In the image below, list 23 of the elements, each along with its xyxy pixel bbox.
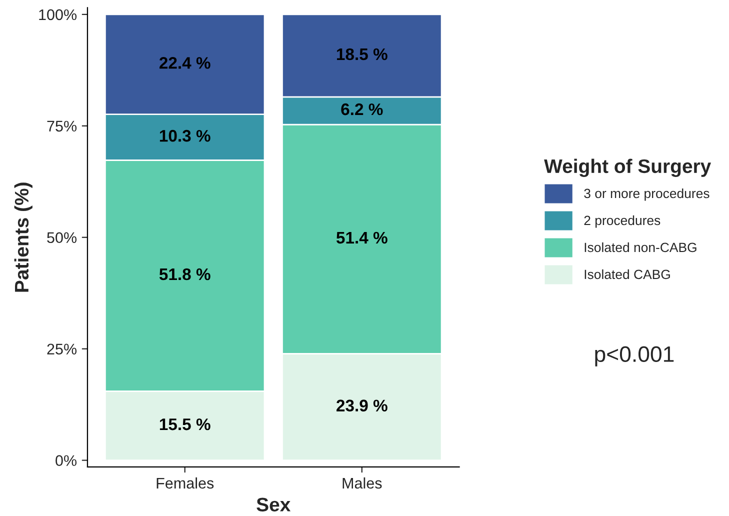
- y-tick-label: 25%: [47, 344, 77, 355]
- legend-label: Isolated CABG: [584, 269, 670, 280]
- y-tick-label: 0%: [56, 455, 77, 466]
- legend-label: 3 or more procedures: [584, 188, 710, 201]
- data-label: 23.9 %: [336, 400, 388, 412]
- legend-label: Isolated non-CABG: [584, 242, 696, 252]
- text: p<0.001: [595, 346, 674, 366]
- x-tick-label: Males: [342, 477, 382, 489]
- data-label: 18.5 %: [337, 48, 388, 60]
- y-tick-label: 100%: [39, 9, 77, 20]
- data-label: 51.8 %: [159, 268, 210, 280]
- legend-label: 2 procedures: [584, 215, 660, 228]
- y-tick-label: 75%: [47, 120, 77, 132]
- data-label: 15.5 %: [160, 418, 210, 430]
- y-axis-title: Patients (%): [14, 182, 32, 292]
- data-label: 10.3 %: [160, 130, 210, 142]
- data-label: 22.4 %: [159, 57, 210, 69]
- legend-title: Weight of Surgery: [544, 158, 712, 178]
- data-label: 51.4 %: [336, 232, 388, 244]
- x-axis-title: Sex: [256, 498, 291, 512]
- y-tick-label: 50%: [47, 232, 77, 244]
- x-tick-label: Females: [156, 477, 214, 489]
- data-label: 6.2 %: [341, 103, 383, 116]
